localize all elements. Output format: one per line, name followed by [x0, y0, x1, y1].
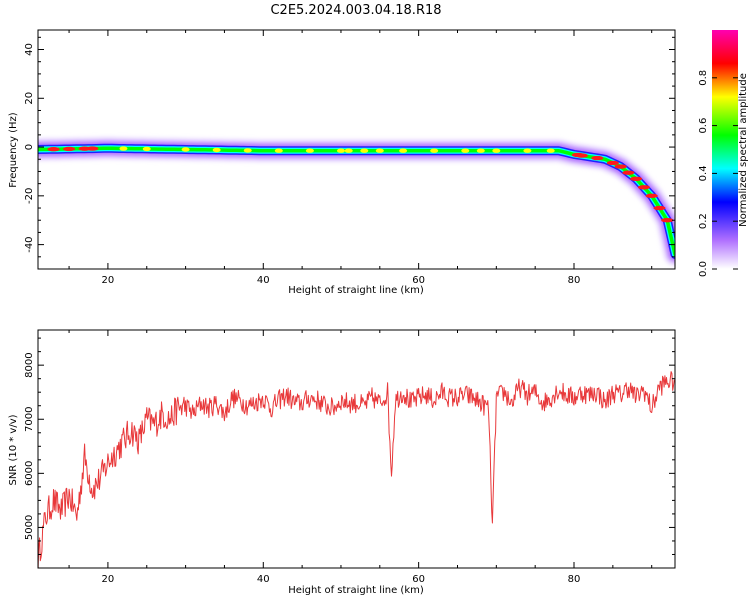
x-tick-label: 60 [412, 574, 425, 585]
colorbar-gradient [712, 30, 738, 269]
snr-panel: 20 40 60 80 5000 6000 7000 8000 Height of stra… [8, 329, 676, 596]
snr-x-ticks: 20 40 60 80 [68, 330, 653, 585]
y-tick-label: -20 [24, 188, 35, 204]
ridge-hotspot [63, 146, 76, 152]
spectrogram-x-axis-label: Height of straight line (km) [288, 285, 424, 296]
colorbar-tick-label: 0.8 [698, 70, 709, 86]
colorbar-tick-label: 0.4 [698, 165, 709, 181]
x-tick-label: 80 [568, 574, 581, 585]
x-tick-label: 20 [102, 574, 115, 585]
colorbar-tick-label: 0.2 [698, 213, 709, 229]
ridge-hotspot [461, 148, 470, 153]
figure-title: C2E5.2024.003.04.18.R18 [270, 3, 441, 18]
ridge-hotspot [614, 164, 627, 169]
ridge-hotspot [637, 185, 650, 190]
ridge-hotspot [212, 147, 221, 153]
ridge-hotspot [142, 146, 151, 152]
ridge-hotspot [492, 148, 501, 153]
ridge-hotspot [181, 147, 190, 152]
colorbar-tick-label: 0.6 [698, 118, 709, 134]
spectrogram-y-ticks: 40 20 0 -20 -40 [24, 36, 675, 258]
y-tick-label: 6000 [24, 461, 35, 486]
spectrogram-x-ticks: 20 40 60 80 [68, 30, 653, 286]
spectrogram-panel: 20 40 60 80 40 20 0 -20 -40 Height of straight … [8, 29, 676, 296]
ridge-hotspot [645, 193, 658, 199]
ridge-hotspot [523, 148, 532, 153]
ridge-hotspot [606, 160, 619, 166]
x-tick-label: 80 [568, 275, 581, 286]
snr-series-line [38, 371, 675, 568]
ridge-hotspot [305, 148, 314, 153]
ridge-hotspot [243, 148, 252, 153]
ridge-hotspot [653, 205, 666, 211]
ridge-hotspot [476, 148, 485, 153]
colorbar: 0.0 0.2 0.4 0.6 0.8 Normalized spectral ampl… [698, 30, 749, 277]
ridge-hotspot [375, 148, 384, 153]
y-tick-label: -40 [24, 236, 35, 252]
y-tick-label: 0 [24, 144, 35, 150]
ridge-hotspot [344, 148, 353, 153]
ridge-hotspot [622, 170, 635, 175]
ridge-hotspot [575, 153, 588, 158]
ridge-hotspot [430, 148, 439, 153]
snr-y-ticks: 5000 6000 7000 8000 [24, 337, 675, 555]
ridge-hotspot [360, 148, 369, 153]
y-tick-label: 20 [24, 92, 35, 105]
ridge-hotspot [546, 148, 555, 153]
snr-frame [37, 329, 676, 569]
colorbar-tick-label: 0.0 [698, 261, 709, 277]
snr-x-axis-label: Height of straight line (km) [288, 585, 424, 596]
spectral-ridge [38, 137, 675, 266]
y-tick-label: 5000 [24, 515, 35, 540]
y-tick-label: 7000 [24, 407, 35, 432]
spectrogram-frame [37, 29, 676, 270]
snr-y-axis-label: SNR (10 * v/v) [8, 414, 19, 485]
ridge-hotspot [336, 148, 345, 153]
x-tick-label: 40 [257, 275, 270, 286]
ridge-hotspot [119, 146, 128, 151]
x-tick-label: 40 [257, 574, 270, 585]
x-tick-label: 60 [412, 275, 425, 286]
colorbar-label: Normalized spectral amplitude [738, 73, 749, 227]
ridge-hotspot [274, 148, 283, 153]
ridge-hotspot [86, 146, 99, 151]
ridge-hotspot [591, 155, 604, 161]
ridge-halo-outer [38, 137, 675, 266]
ridge-hotspot [630, 176, 643, 181]
ridge-hotspot [399, 148, 408, 153]
x-tick-label: 20 [102, 275, 115, 286]
spectrogram-y-axis-label: Frequency (Hz) [8, 112, 19, 188]
y-tick-label: 40 [24, 43, 35, 56]
ridge-hotspot [47, 147, 60, 152]
y-tick-label: 8000 [24, 352, 35, 377]
colorbar-ticks: 0.0 0.2 0.4 0.6 0.8 [698, 70, 738, 277]
ridge-hotspot [661, 218, 674, 223]
